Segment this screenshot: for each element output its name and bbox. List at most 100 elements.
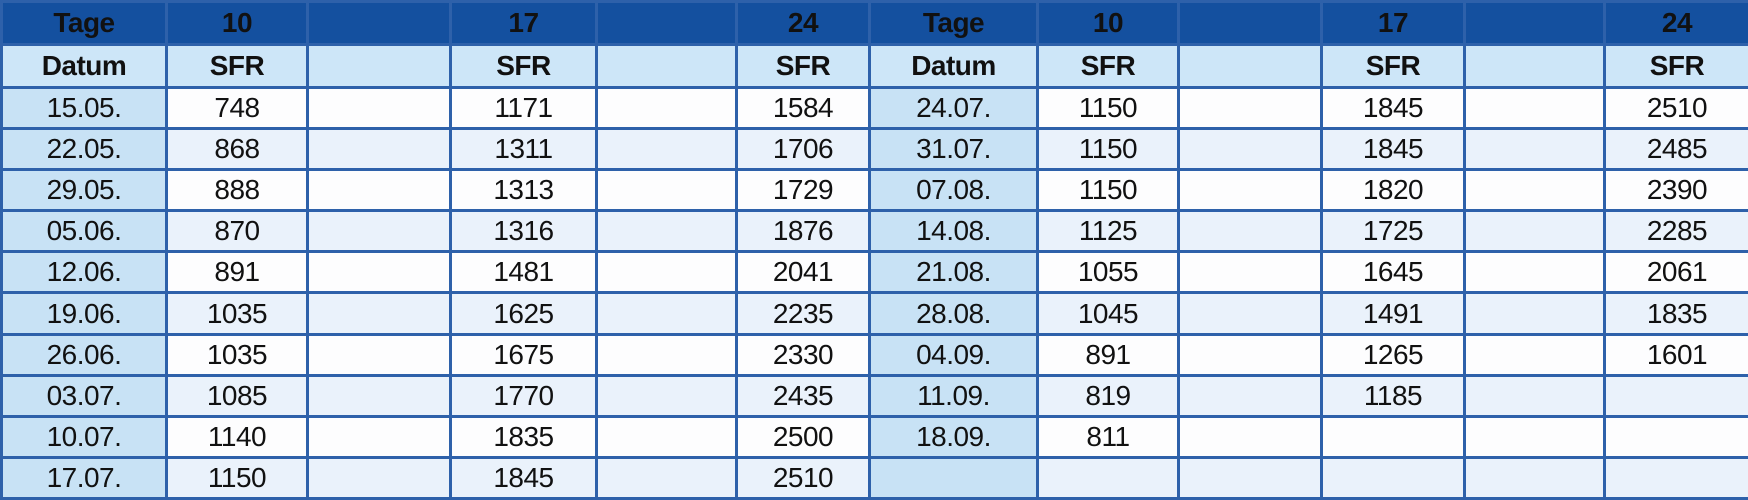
sfr-value-cell: 1150 [1036,127,1180,172]
sfr-value-cell: 1876 [735,209,871,254]
sfr-value-cell [1463,373,1606,418]
tage-header-row: Tage 10 17 24 Tage 10 17 24 [0,0,1748,46]
sfr-value-cell: 1835 [449,414,598,459]
table-row: 10.07. 1140 1835 2500 18.09. 811 [0,414,1748,459]
sfr-value-cell [306,291,452,336]
sfr-label-cell: SFR [449,43,598,89]
sfr-value-cell [1463,85,1606,131]
sfr-value-cell [1603,414,1748,459]
sfr-value-cell: 1045 [1036,291,1180,336]
date-cell: 29.05. [0,168,168,213]
table-row: 05.06. 870 1316 1876 14.08. 1125 1725 2285 [0,209,1748,254]
sfr-value-cell: 1584 [735,85,871,131]
sfr-value-cell [595,127,738,172]
date-cell: 04.09. [868,332,1039,377]
tage-value-header-cell: 10 [165,0,309,46]
sfr-value-cell: 2285 [1603,209,1748,254]
sfr-value-cell [1463,332,1606,377]
sfr-value-cell: 1313 [449,168,598,213]
date-cell: 21.08. [868,250,1039,295]
sfr-value-cell: 2041 [735,250,871,295]
tage-value-header-cell: 17 [449,0,598,46]
tage-value-header-cell: 17 [1320,0,1466,46]
sfr-value-cell [1177,127,1323,172]
sfr-value-cell: 870 [165,209,309,254]
sfr-value-cell: 1150 [1036,168,1180,213]
sfr-value-cell: 1311 [449,127,598,172]
sfr-value-cell [306,127,452,172]
sfr-value-cell [306,209,452,254]
tage-value-header-cell: 10 [1036,0,1180,46]
sfr-value-cell [306,332,452,377]
sfr-value-cell [1463,127,1606,172]
date-cell: 19.06. [0,291,168,336]
sfr-value-cell: 1706 [735,127,871,172]
sfr-value-cell: 2390 [1603,168,1748,213]
date-cell: 12.06. [0,250,168,295]
sfr-value-cell [595,209,738,254]
table-row: 03.07. 1085 1770 2435 11.09. 819 1185 [0,373,1748,418]
sfr-value-cell: 1035 [165,332,309,377]
sfr-label-cell: SFR [1603,43,1748,89]
sfr-value-cell [1320,414,1466,459]
sfr-value-cell: 1185 [1320,373,1466,418]
tage-label-cell: Tage [868,0,1039,46]
date-cell [868,455,1039,500]
sfr-value-cell: 1845 [1320,85,1466,131]
tage-value-header-cell: 24 [1603,0,1748,46]
sfr-value-cell: 811 [1036,414,1180,459]
date-cell: 05.06. [0,209,168,254]
sfr-value-cell: 1820 [1320,168,1466,213]
sfr-value-cell: 1845 [1320,127,1466,172]
date-cell: 22.05. [0,127,168,172]
sfr-label-cell: SFR [1320,43,1466,89]
sfr-value-cell [595,373,738,418]
sfr-label-cell: SFR [735,43,871,89]
table-row: 19.06. 1035 1625 2235 28.08. 1045 1491 1835 [0,291,1748,336]
sfr-value-cell [1603,373,1748,418]
sfr-value-cell [1036,455,1180,500]
sfr-value-cell: 2061 [1603,250,1748,295]
sfr-value-cell [1177,250,1323,295]
sfr-value-cell [1177,291,1323,336]
date-cell: 03.07. [0,373,168,418]
date-cell: 10.07. [0,414,168,459]
sfr-value-cell [1463,168,1606,213]
datum-label-cell: Datum [868,43,1039,89]
sfr-value-cell: 2510 [735,455,871,500]
sfr-value-cell [1463,209,1606,254]
sfr-value-cell [1177,209,1323,254]
sfr-value-cell: 1770 [449,373,598,418]
sfr-label-cell: SFR [1036,43,1180,89]
sfr-value-cell: 1150 [165,455,309,500]
sfr-value-cell: 1125 [1036,209,1180,254]
sfr-value-cell: 1055 [1036,250,1180,295]
sfr-value-cell [306,168,452,213]
sfr-value-cell [1463,250,1606,295]
sfr-value-cell [306,373,452,418]
sfr-label-cell [1177,43,1323,89]
date-cell: 15.05. [0,85,168,131]
tage-value-header-cell [1177,0,1323,46]
date-cell: 18.09. [868,414,1039,459]
sfr-value-cell [306,250,452,295]
date-cell: 11.09. [868,373,1039,418]
sfr-value-cell [595,85,738,131]
table-row: 15.05. 748 1171 1584 24.07. 1150 1845 2510 [0,85,1748,131]
table-row: 29.05. 888 1313 1729 07.08. 1150 1820 2390 [0,168,1748,213]
sfr-value-cell: 1150 [1036,85,1180,131]
sfr-value-cell: 1140 [165,414,309,459]
sfr-value-cell: 1625 [449,291,598,336]
sfr-value-cell [1463,414,1606,459]
date-cell: 14.08. [868,209,1039,254]
sfr-value-cell: 2500 [735,414,871,459]
datum-label-cell: Datum [0,43,168,89]
table-row: 26.06. 1035 1675 2330 04.09. 891 1265 1601 [0,332,1748,377]
sfr-value-cell [595,291,738,336]
sfr-value-cell [595,332,738,377]
date-cell: 31.07. [868,127,1039,172]
sfr-value-cell [595,455,738,500]
table-row: 22.05. 868 1311 1706 31.07. 1150 1845 2485 [0,127,1748,172]
sfr-value-cell [595,250,738,295]
